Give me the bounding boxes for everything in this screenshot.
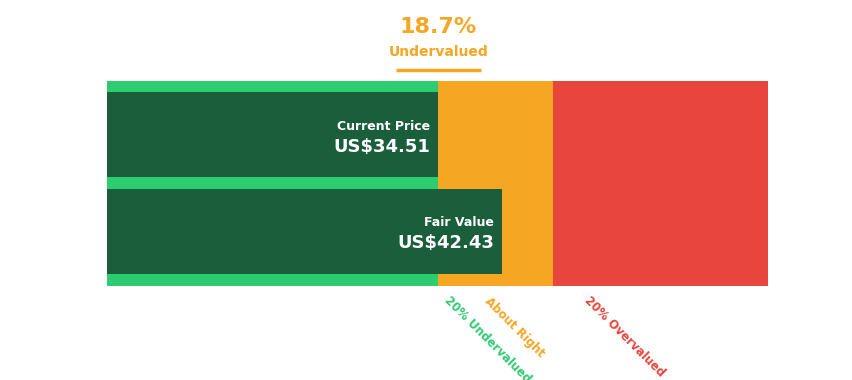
Text: US$42.43: US$42.43 [397,234,493,252]
Text: 20% Overvalued: 20% Overvalued [581,294,666,380]
Text: Fair Value: Fair Value [423,217,493,230]
Bar [106,189,501,274]
Text: 18.7%: 18.7% [400,17,476,37]
Text: About Right: About Right [481,294,546,359]
Bar [106,92,438,177]
Text: 20% Undervalued: 20% Undervalued [441,294,532,380]
Text: US$34.51: US$34.51 [333,138,430,156]
Bar [552,81,767,285]
Bar [438,81,552,285]
Bar [106,81,438,285]
Text: Undervalued: Undervalued [389,45,488,59]
Text: Current Price: Current Price [337,120,430,133]
